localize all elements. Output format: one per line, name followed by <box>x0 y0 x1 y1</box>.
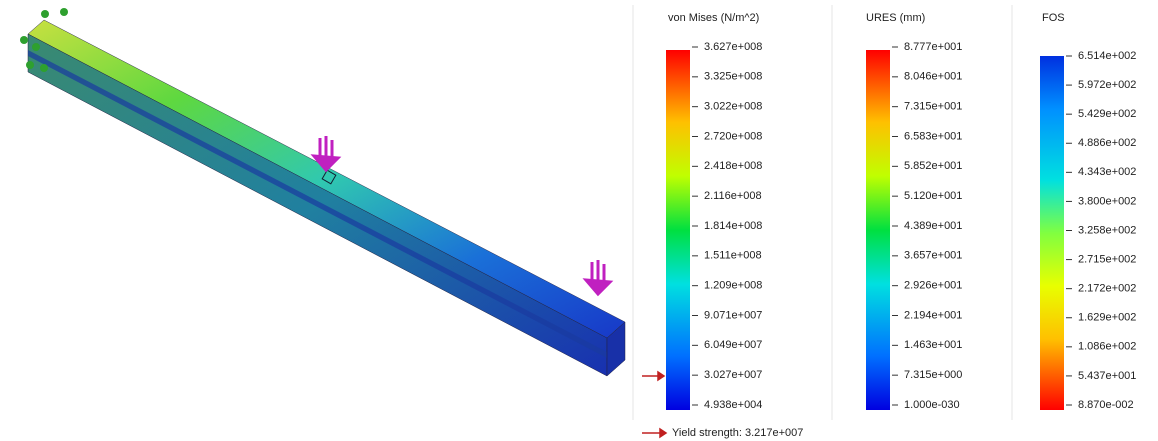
legend-label: 6.514e+002 <box>1078 50 1136 62</box>
legend-label: 5.972e+002 <box>1078 79 1136 91</box>
color-bar <box>666 50 690 410</box>
legend-label: 7.315e+001 <box>904 101 962 113</box>
legend-label: 9.071e+007 <box>704 309 762 321</box>
legend-label: 1.511e+008 <box>704 250 762 262</box>
beam-model <box>28 20 625 376</box>
legend-label: 5.852e+001 <box>904 160 962 172</box>
legend-label: 8.046e+001 <box>904 71 962 83</box>
legend-label: 3.800e+002 <box>1078 195 1136 207</box>
legend-label: 7.315e+000 <box>904 369 962 381</box>
legend-title: von Mises (N/m^2) <box>668 12 759 24</box>
legend-label: 4.343e+002 <box>1078 166 1136 178</box>
legend-label: 3.258e+002 <box>1078 224 1136 236</box>
legend-label: 5.120e+001 <box>904 190 962 202</box>
legend-label: 2.418e+008 <box>704 160 762 172</box>
legend-label: 6.049e+007 <box>704 339 762 351</box>
legend-label: 1.000e-030 <box>904 399 960 411</box>
legend-label: 2.715e+002 <box>1078 253 1136 265</box>
legend-label: 3.022e+008 <box>704 101 762 113</box>
legend-label: 4.886e+002 <box>1078 137 1136 149</box>
legend-label: 1.814e+008 <box>704 220 762 232</box>
legend-label: 1.209e+008 <box>704 280 762 292</box>
legend-label: 6.583e+001 <box>904 130 962 142</box>
color-bar <box>1040 56 1064 410</box>
legend-label: 2.172e+002 <box>1078 283 1136 295</box>
screenshot: Yield strength: 3.217e+007 von Mises (N/… <box>0 0 1158 441</box>
legend-label: 3.027e+007 <box>704 369 762 381</box>
color-bar <box>866 50 890 410</box>
legend-title: URES (mm) <box>866 12 925 24</box>
legend-label: 5.429e+002 <box>1078 108 1136 120</box>
legend-label: 1.463e+001 <box>904 339 962 351</box>
legend-label: 5.437e+001 <box>1078 370 1136 382</box>
legend-label: 1.629e+002 <box>1078 312 1136 324</box>
legend-title: FOS <box>1042 12 1065 24</box>
legend-label: 2.720e+008 <box>704 130 762 142</box>
legend-label: 2.194e+001 <box>904 309 962 321</box>
yield-marker <box>642 372 666 437</box>
result-view: Yield strength: 3.217e+007 von Mises (N/… <box>0 0 1158 441</box>
legend-label: 1.086e+002 <box>1078 341 1136 353</box>
legend-label: 3.325e+008 <box>704 71 762 83</box>
legend-label: 3.657e+001 <box>904 250 962 262</box>
legend-label: 4.389e+001 <box>904 220 962 232</box>
legend-label: 3.627e+008 <box>704 41 762 53</box>
legend-label: 8.870e-002 <box>1078 399 1134 411</box>
legend-label: 2.926e+001 <box>904 280 962 292</box>
legend-label: 4.938e+004 <box>704 399 762 411</box>
yield-strength: Yield strength: 3.217e+007 <box>672 427 803 439</box>
legend-label: 8.777e+001 <box>904 41 962 53</box>
legend-label: 2.116e+008 <box>704 190 762 202</box>
